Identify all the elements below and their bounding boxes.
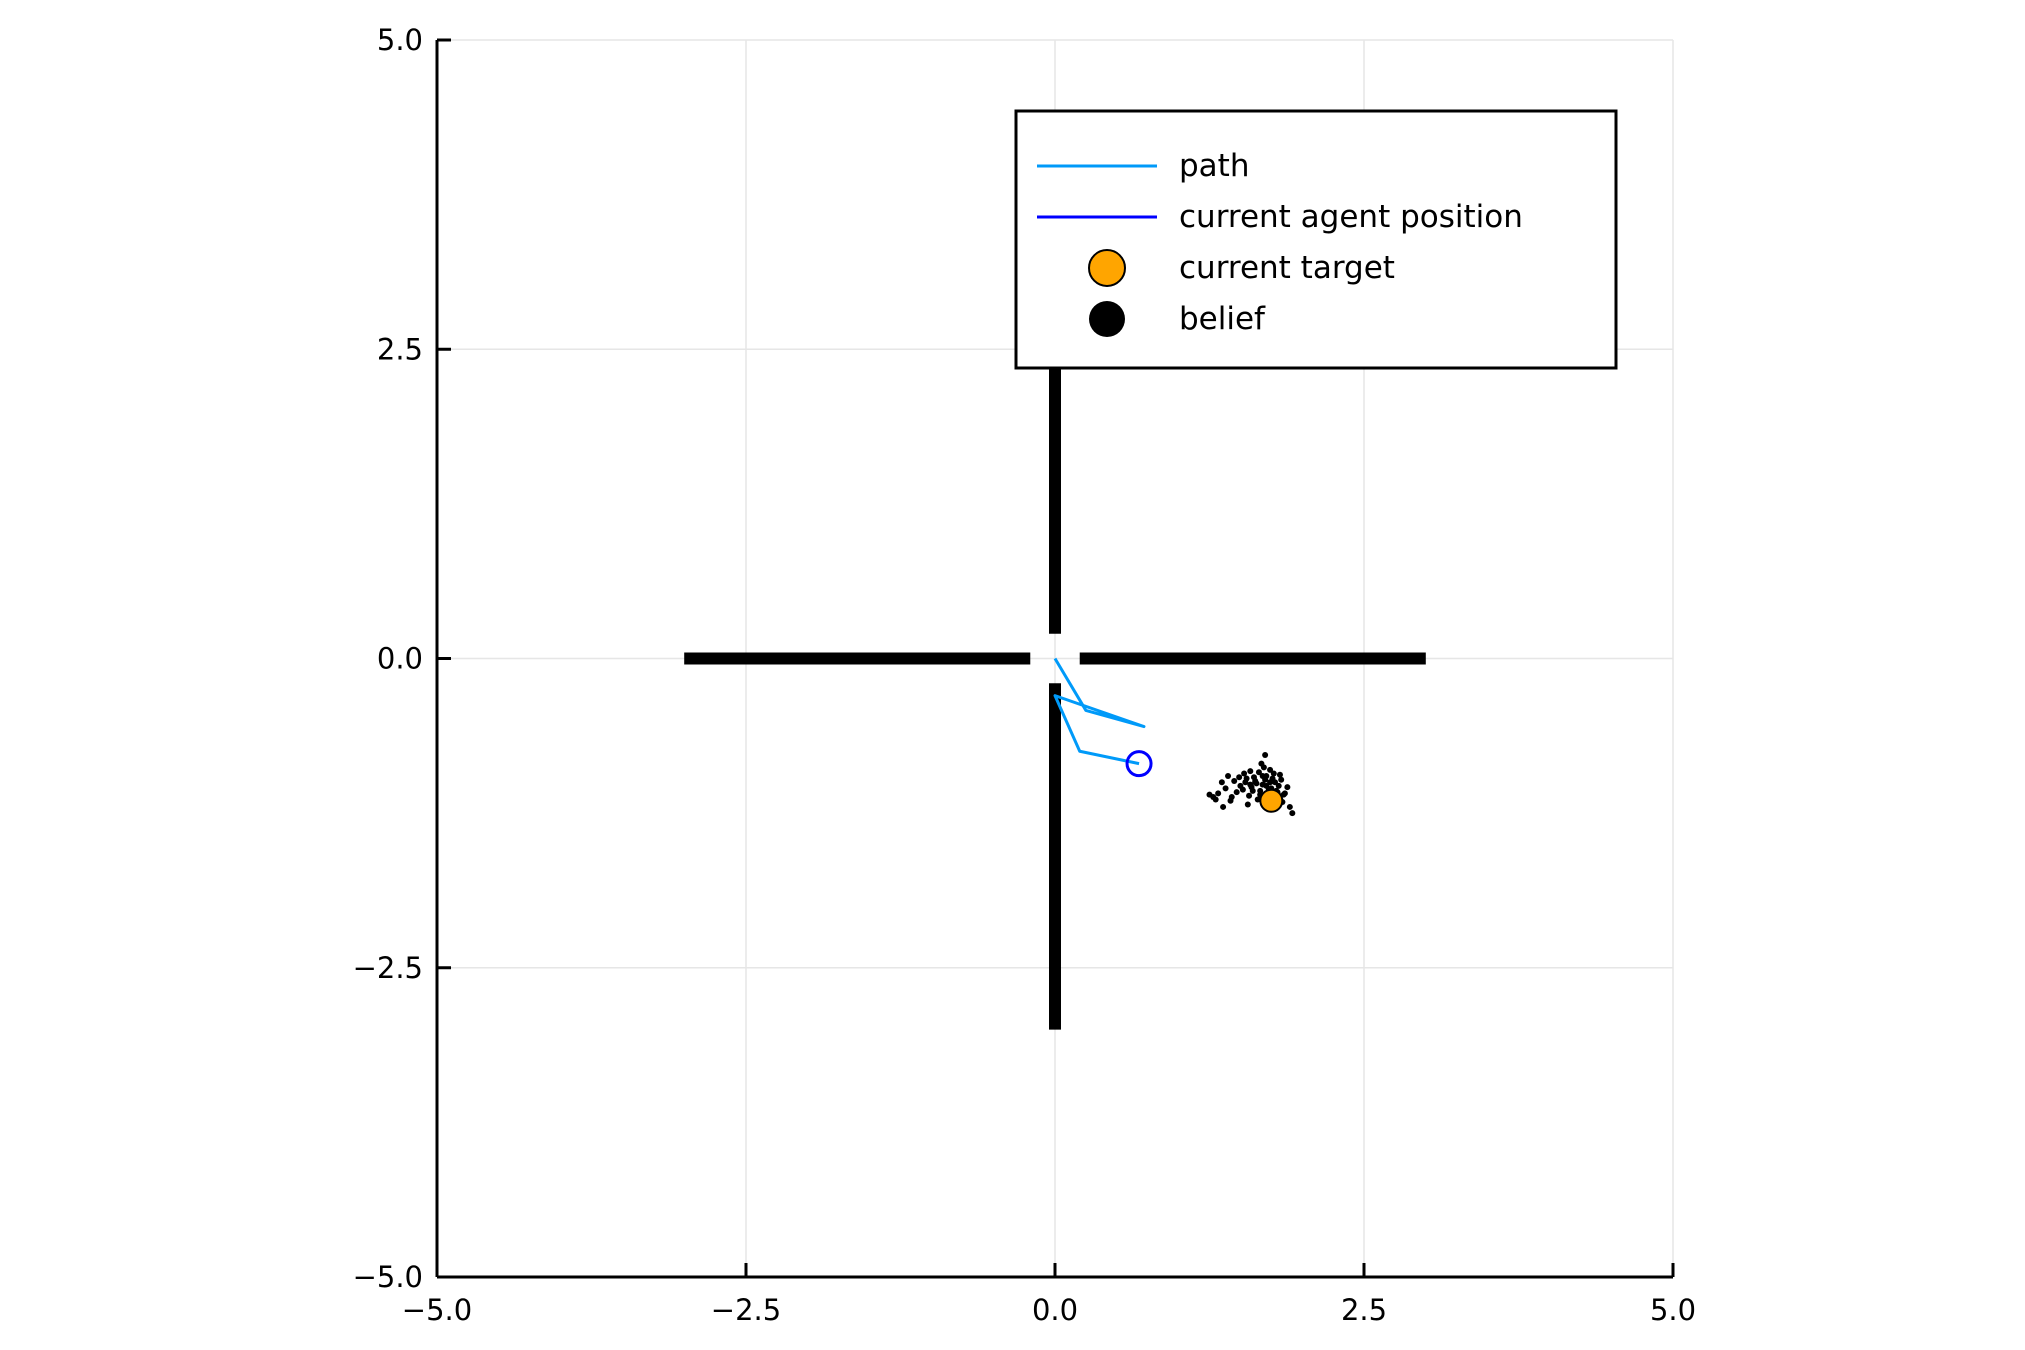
belief-point — [1267, 779, 1274, 786]
x-tick-label: −2.5 — [711, 1293, 781, 1327]
y-tick-label: 2.5 — [377, 332, 423, 366]
path-line — [1053, 657, 1146, 766]
belief-point — [1215, 790, 1222, 797]
legend-label: path — [1179, 148, 1249, 184]
belief-point — [1263, 773, 1270, 780]
belief-point — [1248, 784, 1255, 791]
belief-point — [1225, 773, 1232, 780]
belief-point — [1233, 789, 1240, 796]
belief-point — [1231, 777, 1238, 784]
axis-ticks: −5.0 −2.5 0.0 2.5 5.0 −5.0 −2.5 0.0 2.5 5.0 — [353, 23, 1696, 1327]
belief-point — [1255, 769, 1262, 776]
legend-swatch-3 — [1089, 301, 1125, 337]
y-tick-label: −2.5 — [353, 951, 423, 985]
x-tick-label: 2.5 — [1341, 1293, 1387, 1327]
belief-point — [1262, 751, 1269, 758]
belief-point — [1289, 810, 1296, 817]
current-agent-position-marker — [1125, 750, 1153, 778]
x-tick-label: −5.0 — [402, 1293, 472, 1327]
legend-swatch-2 — [1088, 249, 1126, 287]
x-tick-label: 0.0 — [1032, 1293, 1078, 1327]
series-layer — [1053, 657, 1296, 817]
belief-point — [1212, 796, 1219, 803]
belief-point — [1239, 786, 1246, 793]
belief-point — [1275, 782, 1282, 789]
belief-point — [1218, 779, 1225, 786]
x-tick-label: 5.0 — [1650, 1293, 1696, 1327]
belief-point — [1284, 784, 1291, 791]
y-tick-label: −5.0 — [353, 1260, 423, 1294]
y-tick-label: 0.0 — [377, 642, 423, 676]
belief-point — [1276, 771, 1283, 778]
belief-point — [1258, 760, 1265, 767]
belief-point — [1257, 787, 1264, 794]
belief-point — [1236, 774, 1243, 781]
belief-point — [1286, 803, 1293, 810]
legend-label: current target — [1179, 250, 1395, 286]
belief-point — [1220, 803, 1227, 810]
legend-label: belief — [1179, 301, 1266, 337]
belief-point — [1242, 779, 1249, 786]
belief-point — [1247, 768, 1254, 775]
belief-point — [1259, 781, 1266, 788]
belief-point — [1222, 785, 1229, 792]
y-tick-label: 5.0 — [377, 23, 423, 57]
belief-point — [1241, 770, 1248, 777]
belief-point — [1270, 770, 1277, 777]
belief-point — [1281, 790, 1288, 797]
belief-point — [1267, 766, 1274, 773]
belief-point — [1254, 796, 1261, 803]
belief-point — [1278, 776, 1285, 783]
current-target-point — [1259, 788, 1284, 813]
belief-point — [1206, 791, 1213, 798]
belief-point — [1246, 792, 1253, 799]
belief-point — [1244, 801, 1251, 808]
belief-point — [1252, 777, 1259, 784]
legend: path current agent position current target… — [1014, 109, 1618, 370]
belief-point — [1228, 794, 1235, 801]
legend-label: current agent position — [1179, 199, 1523, 235]
